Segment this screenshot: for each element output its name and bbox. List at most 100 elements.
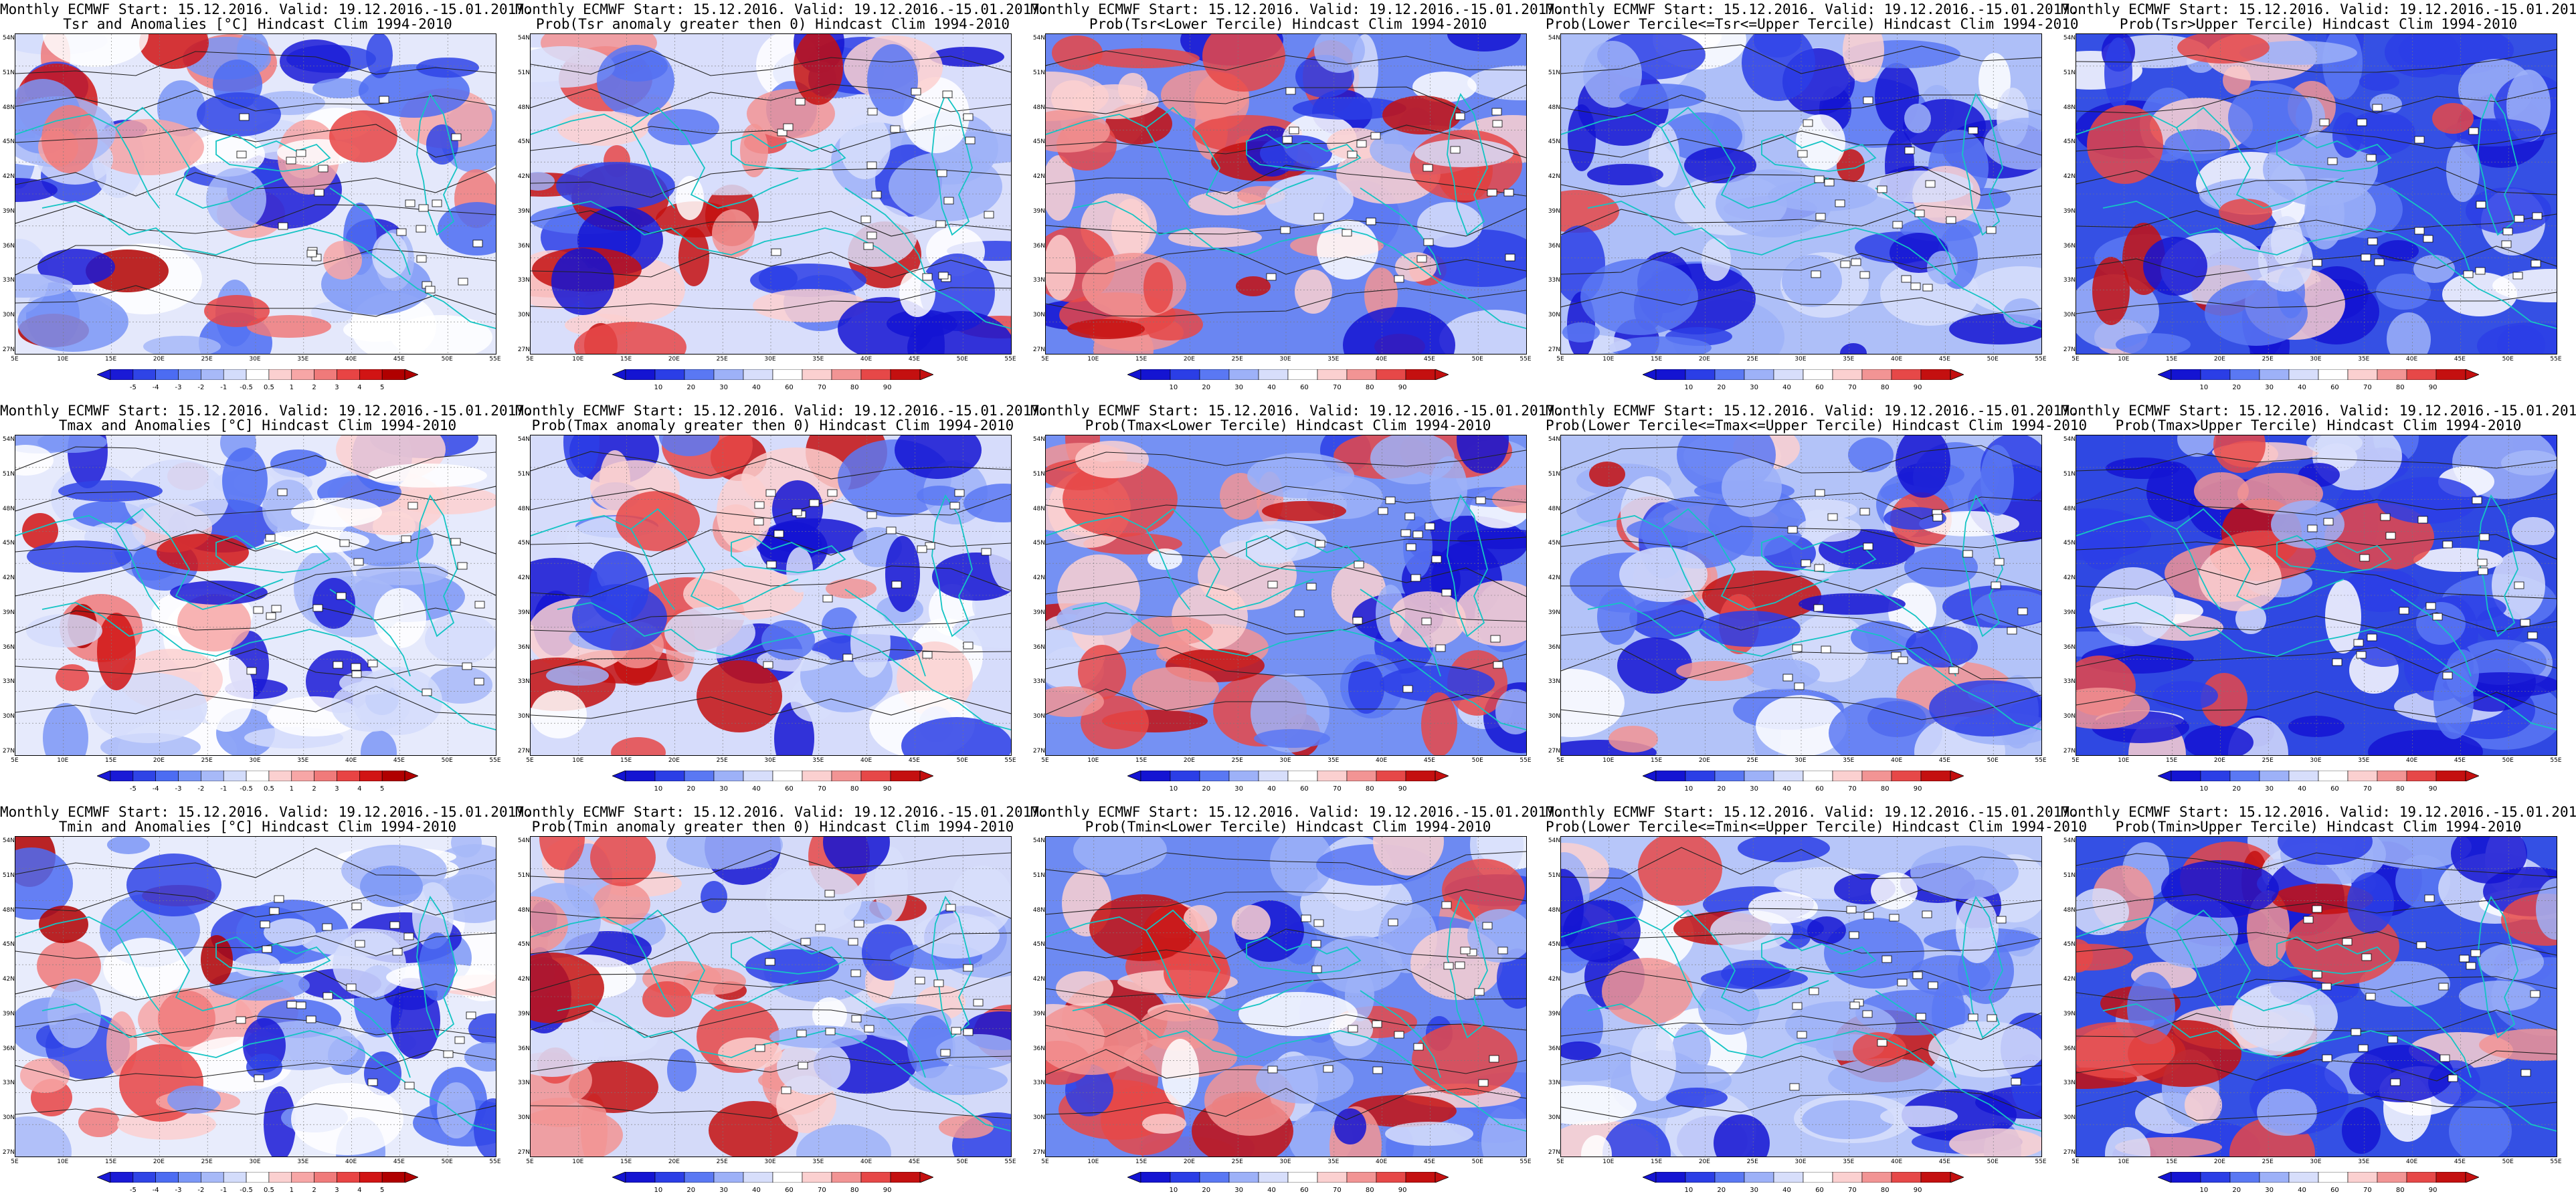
station-marker	[2438, 983, 2449, 991]
station-marker	[266, 612, 276, 620]
station-marker	[1824, 179, 1835, 187]
colorbar-segment	[772, 771, 803, 781]
station-marker	[2514, 581, 2524, 589]
longitude-label: 50E	[1471, 757, 1483, 764]
field-shade	[2342, 1107, 2381, 1154]
station-marker	[1859, 271, 1870, 279]
field-shade	[676, 176, 704, 220]
coastline	[2176, 930, 2221, 1011]
coastline	[557, 602, 826, 657]
colorbar-segment	[314, 771, 337, 781]
station-marker	[1497, 946, 1508, 955]
field-shade	[929, 47, 1004, 67]
station-marker	[1354, 561, 1364, 569]
longitude-label: 35E	[1843, 356, 1855, 363]
latitude-label: 48N	[2063, 906, 2076, 914]
colorbar-tick-label: 3	[335, 384, 339, 391]
colorbar-segment	[314, 369, 337, 380]
panel-title-line2: Prob(Tmin<Lower Tercile) Hindcast Clim 1…	[1085, 819, 1491, 835]
field-shade	[1111, 199, 1150, 259]
field-shade	[2105, 1127, 2150, 1157]
station-marker	[1402, 685, 1413, 693]
colorbar	[1643, 369, 1964, 380]
isotherm-line	[1561, 967, 2041, 993]
station-marker	[1412, 530, 1423, 538]
station-marker	[963, 641, 974, 649]
field-shade	[372, 233, 408, 278]
station-marker	[1490, 635, 1501, 643]
station-marker	[1478, 1079, 1489, 1087]
colorbar-segment	[1861, 369, 1892, 380]
station-marker	[1301, 914, 1311, 922]
isotherm-line	[15, 648, 496, 679]
longitude-label: 15E	[1135, 1159, 1147, 1165]
colorbar-tick-label: 70	[1847, 1187, 1857, 1194]
map-panel: Monthly ECMWF Start: 15.12.2016. Valid: …	[1546, 401, 2087, 803]
longitude-label: 30E	[1279, 757, 1291, 764]
isotherm-line	[2076, 49, 2557, 73]
station-marker	[1372, 1066, 1383, 1074]
latitude-label: 33N	[1032, 678, 1045, 686]
field-shade	[1046, 686, 1104, 717]
colorbar-segment	[178, 369, 201, 380]
colorbar-tick-label: 20	[1717, 384, 1726, 391]
station-marker	[236, 150, 247, 159]
longitude-label: 50E	[2502, 1159, 2514, 1165]
colorbar-tick-label: 30	[719, 785, 729, 793]
latitude-label: 54N	[1548, 436, 1560, 443]
station-marker	[1285, 87, 1296, 95]
coastline	[309, 1030, 496, 1132]
field-shade	[2376, 274, 2431, 310]
longitude-label: 35E	[297, 1159, 309, 1165]
longitude-label: 30E	[249, 356, 261, 363]
coastline	[2102, 201, 2371, 256]
longitude-label: 30E	[764, 757, 776, 764]
map-panel: Monthly ECMWF Start: 15.12.2016. Valid: …	[515, 0, 1048, 401]
coastline	[630, 930, 675, 1011]
colorbar	[97, 369, 418, 380]
field-shade	[246, 1054, 282, 1080]
field-shade	[765, 866, 862, 932]
map-area	[15, 33, 496, 355]
field-shade	[917, 486, 962, 506]
latitude-label: 39N	[2063, 609, 2076, 616]
isotherm-line	[15, 686, 496, 716]
colorbar-tick-label: 70	[2363, 1187, 2372, 1194]
colorbar-arrow-low	[612, 1172, 626, 1183]
colorbar-arrow-low	[612, 771, 626, 781]
coastline	[1046, 106, 1314, 209]
field-shade	[374, 588, 426, 648]
longitude-label: 40E	[860, 757, 872, 764]
longitude-label: 5E	[1556, 356, 1564, 363]
field-shade	[1981, 445, 2014, 516]
longitude-label: 10E	[1602, 356, 1615, 363]
colorbar-tick-label: 2	[312, 384, 316, 391]
field-shade	[1562, 322, 1600, 342]
isotherm-line	[15, 529, 496, 555]
colorbar-tick-label: 70	[817, 384, 826, 391]
station-marker	[1493, 661, 1503, 669]
isotherm-line	[2076, 976, 2557, 1001]
field-shade	[1602, 958, 1693, 1025]
field-shade	[1256, 1056, 1354, 1104]
field-shade	[2116, 333, 2191, 354]
colorbar-segment	[802, 1172, 832, 1183]
field-shade	[2278, 837, 2373, 865]
station-marker	[1797, 150, 1808, 158]
colorbar-segment	[1228, 369, 1259, 380]
longitude-label: 55E	[1004, 356, 1016, 363]
longitude-label: 55E	[2550, 1159, 2562, 1165]
latitude-label: 27N	[517, 1149, 530, 1156]
coastline	[215, 134, 331, 172]
coastline	[1246, 936, 1362, 975]
latitude-label: 48N	[1032, 104, 1045, 111]
colorbar-segment	[110, 1172, 134, 1183]
field-shade	[167, 1086, 221, 1114]
station-marker	[312, 604, 323, 612]
field-shade	[312, 78, 369, 98]
longitude-label: 25E	[1746, 1159, 1758, 1165]
field-shade	[1348, 662, 1384, 714]
colorbar-segment	[201, 369, 224, 380]
isotherm-line	[2076, 612, 2557, 632]
map-field-svg	[1046, 435, 1526, 755]
